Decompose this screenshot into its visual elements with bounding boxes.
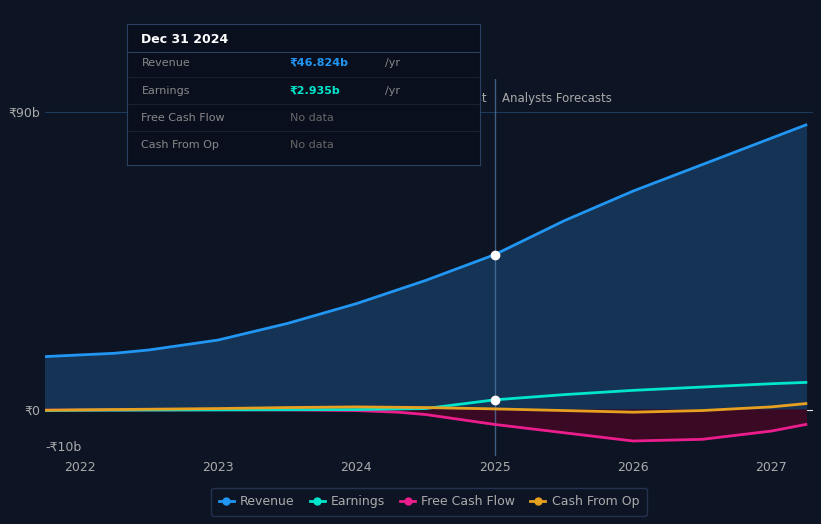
Text: No data: No data [290,113,333,123]
Text: Cash From Op: Cash From Op [141,139,219,149]
Text: -₹10b: -₹10b [45,441,81,454]
Legend: Revenue, Earnings, Free Cash Flow, Cash From Op: Revenue, Earnings, Free Cash Flow, Cash … [211,488,647,516]
Text: Dec 31 2024: Dec 31 2024 [141,34,228,47]
Text: Analysts Forecasts: Analysts Forecasts [502,92,612,105]
Text: No data: No data [290,139,333,149]
Text: ₹46.824b: ₹46.824b [290,58,349,68]
Text: Free Cash Flow: Free Cash Flow [141,113,225,123]
Text: ₹2.935b: ₹2.935b [290,86,341,96]
Text: Revenue: Revenue [141,58,190,68]
Text: /yr: /yr [385,58,400,68]
Text: /yr: /yr [385,86,400,96]
Text: Earnings: Earnings [141,86,190,96]
Text: Past: Past [463,92,488,105]
